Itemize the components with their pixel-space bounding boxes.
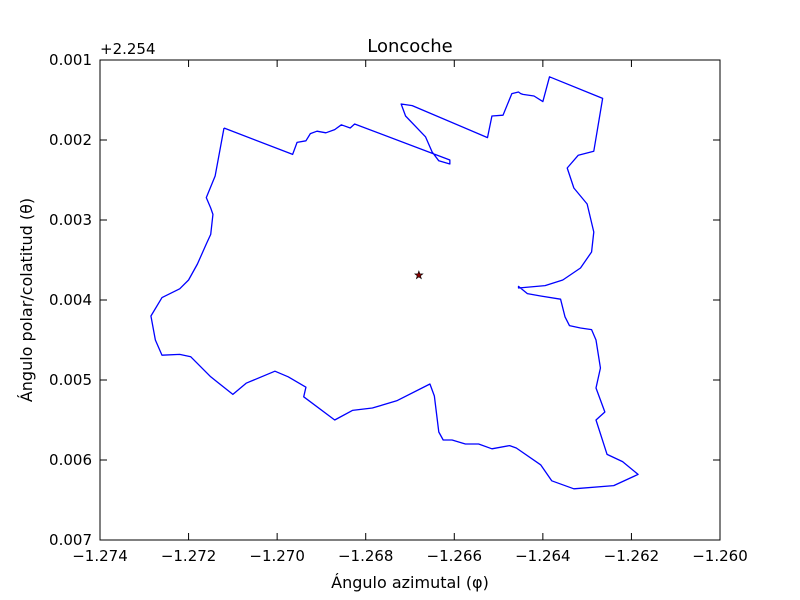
x-tick-label: −1.262 (604, 547, 660, 565)
x-tick-labels: −1.274 −1.272 −1.270 −1.268 −1.266 −1.264 −1.2… (72, 547, 748, 565)
data-layer (150, 76, 639, 490)
centroid-star-marker (414, 270, 424, 280)
y-tick-label: 0.001 (49, 51, 92, 69)
ticks-layer (99, 59, 721, 541)
plot-area (99, 59, 721, 541)
y-tick-label: 0.003 (49, 211, 92, 229)
y-tick-label: 0.004 (49, 291, 92, 309)
y-tick-label: 0.005 (49, 371, 92, 389)
y-axis-label: Ángulo polar/colatitud (θ) (17, 198, 36, 402)
y-tick-label: 0.006 (49, 451, 92, 469)
boundary-line (150, 76, 639, 490)
axes-frame (99, 59, 721, 541)
x-tick-label: −1.264 (515, 547, 571, 565)
x-tick-label: −1.270 (249, 547, 305, 565)
y-axis-offset-label: +2.254 (100, 40, 156, 58)
y-tick-labels: 0.001 0.002 0.003 0.004 0.005 0.006 0.007 (49, 51, 92, 549)
x-tick-label: −1.268 (338, 547, 394, 565)
chart-title: Loncoche (367, 36, 452, 57)
x-tick-label: −1.266 (427, 547, 483, 565)
x-tick-label: −1.274 (72, 547, 128, 565)
x-tick-label: −1.272 (161, 547, 217, 565)
x-axis-label: Ángulo azimutal (φ) (331, 573, 489, 592)
y-tick-label: 0.007 (49, 531, 92, 549)
x-tick-label: −1.260 (692, 547, 748, 565)
y-tick-label: 0.002 (49, 131, 92, 149)
